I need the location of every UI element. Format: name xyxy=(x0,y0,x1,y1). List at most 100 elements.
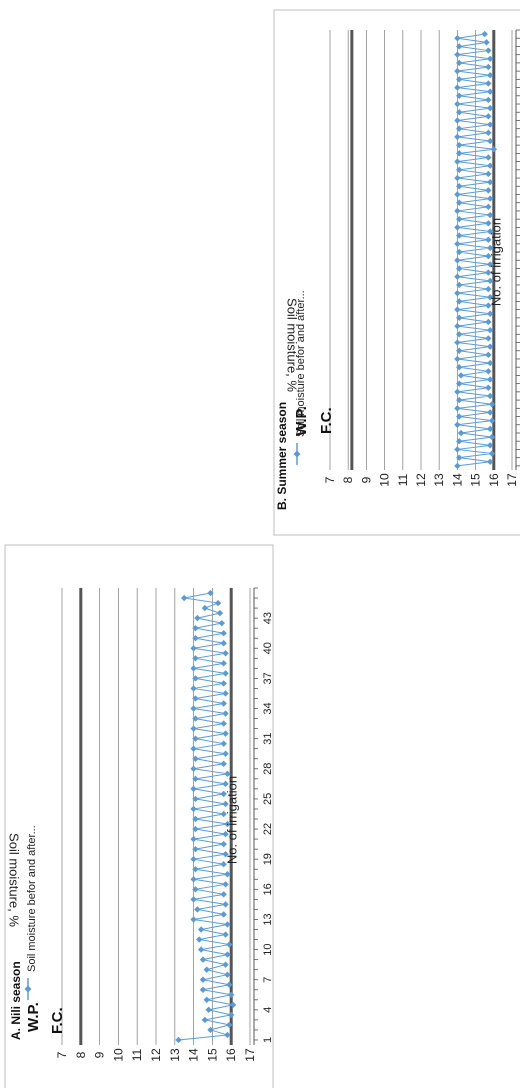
x-axis-title: No. of irrigation xyxy=(225,776,240,864)
data-point xyxy=(190,916,197,923)
data-point xyxy=(222,881,229,888)
data-point xyxy=(220,740,227,747)
data-point xyxy=(457,372,465,379)
data-point xyxy=(486,88,494,95)
data-point xyxy=(485,96,492,104)
data-point xyxy=(220,861,227,868)
data-point xyxy=(190,725,197,732)
x-tick-label: 43 xyxy=(262,612,274,624)
data-point xyxy=(485,113,492,120)
data-point xyxy=(190,645,197,652)
data-point xyxy=(207,589,214,597)
data-point xyxy=(454,67,461,75)
data-point xyxy=(456,314,463,322)
data-point xyxy=(486,442,494,449)
data-point xyxy=(456,59,463,67)
data-point xyxy=(192,845,199,853)
data-point xyxy=(222,901,229,908)
data-point xyxy=(486,376,494,383)
x-tick-label: 16 xyxy=(262,883,274,895)
data-point xyxy=(486,409,494,416)
data-point xyxy=(196,936,203,943)
data-point xyxy=(190,665,197,672)
data-point xyxy=(199,976,207,983)
data-point xyxy=(485,129,492,137)
y-tick-label: 13 xyxy=(432,473,446,487)
data-point xyxy=(485,47,492,54)
data-point xyxy=(456,43,463,50)
x-tick-label: 31 xyxy=(262,733,274,745)
data-point xyxy=(190,896,197,903)
data-point xyxy=(486,425,494,433)
data-point xyxy=(190,685,197,692)
y-tick-label: 8 xyxy=(341,476,355,483)
data-point xyxy=(190,835,197,843)
data-point xyxy=(485,187,492,194)
data-point xyxy=(483,39,490,46)
data-point xyxy=(192,815,199,823)
data-point xyxy=(222,961,229,968)
data-point xyxy=(224,770,231,778)
y-tick-label: 9 xyxy=(359,476,373,483)
y-tick-label: 8 xyxy=(74,1051,88,1058)
data-point xyxy=(490,146,497,153)
legend-label: Soil moisture befor and after... xyxy=(26,825,38,972)
data-point xyxy=(454,240,461,248)
data-point xyxy=(486,211,494,219)
panel-title: A. Nili season xyxy=(9,961,23,1040)
series-line xyxy=(178,592,234,1041)
data-point xyxy=(218,619,225,627)
data-point xyxy=(220,700,227,707)
series-line xyxy=(457,33,494,467)
data-point xyxy=(454,462,461,470)
data-point xyxy=(486,72,494,79)
data-point xyxy=(454,191,461,198)
data-point xyxy=(486,55,494,62)
data-point xyxy=(220,680,227,687)
data-point xyxy=(456,265,463,272)
data-point xyxy=(220,840,227,848)
legend-label: Soil moisture befor and after... xyxy=(295,290,307,437)
data-point xyxy=(199,986,207,993)
data-point xyxy=(485,252,492,260)
data-point xyxy=(485,318,492,326)
x-axis-title: No. of irrigation xyxy=(489,218,504,306)
data-point xyxy=(456,92,463,99)
data-point xyxy=(222,931,229,938)
data-point xyxy=(199,956,207,963)
data-point xyxy=(229,1001,237,1009)
y-tick-label: 16 xyxy=(487,473,501,487)
data-point xyxy=(486,310,494,317)
y-tick-label: 7 xyxy=(323,476,337,483)
y-tick-label: 14 xyxy=(450,473,464,487)
data-point xyxy=(454,388,461,396)
data-point xyxy=(486,137,494,145)
data-point xyxy=(485,203,492,211)
data-point xyxy=(486,244,494,252)
data-point xyxy=(456,109,463,116)
data-point xyxy=(197,946,205,953)
x-tick-label: 28 xyxy=(262,763,274,775)
y-tick-label: 9 xyxy=(93,1051,107,1058)
x-tick-label: 22 xyxy=(262,823,274,835)
chart-panel-a: 7 8 9 10 11 12 13 14 15 16 17F.C.W.P.1471013161922… xyxy=(4,544,274,1088)
data-point xyxy=(454,84,461,91)
y-axis-title: Soil moisture, % xyxy=(285,298,300,392)
y-tick-label: 11 xyxy=(396,473,410,486)
y-tick-label: 15 xyxy=(205,1048,219,1062)
legend-swatch-marker xyxy=(293,450,301,458)
data-point xyxy=(214,599,222,607)
data-point xyxy=(454,35,461,42)
data-point xyxy=(454,421,461,428)
data-point xyxy=(488,417,496,424)
fc-label: F.C. xyxy=(49,1007,66,1034)
data-point xyxy=(190,855,197,863)
data-point xyxy=(220,720,227,727)
data-point xyxy=(454,224,461,231)
data-point xyxy=(222,690,229,697)
data-point xyxy=(220,790,227,798)
y-tick-label: 17 xyxy=(243,1048,257,1062)
data-point xyxy=(222,850,229,858)
data-point xyxy=(485,351,492,359)
data-point xyxy=(454,355,461,363)
